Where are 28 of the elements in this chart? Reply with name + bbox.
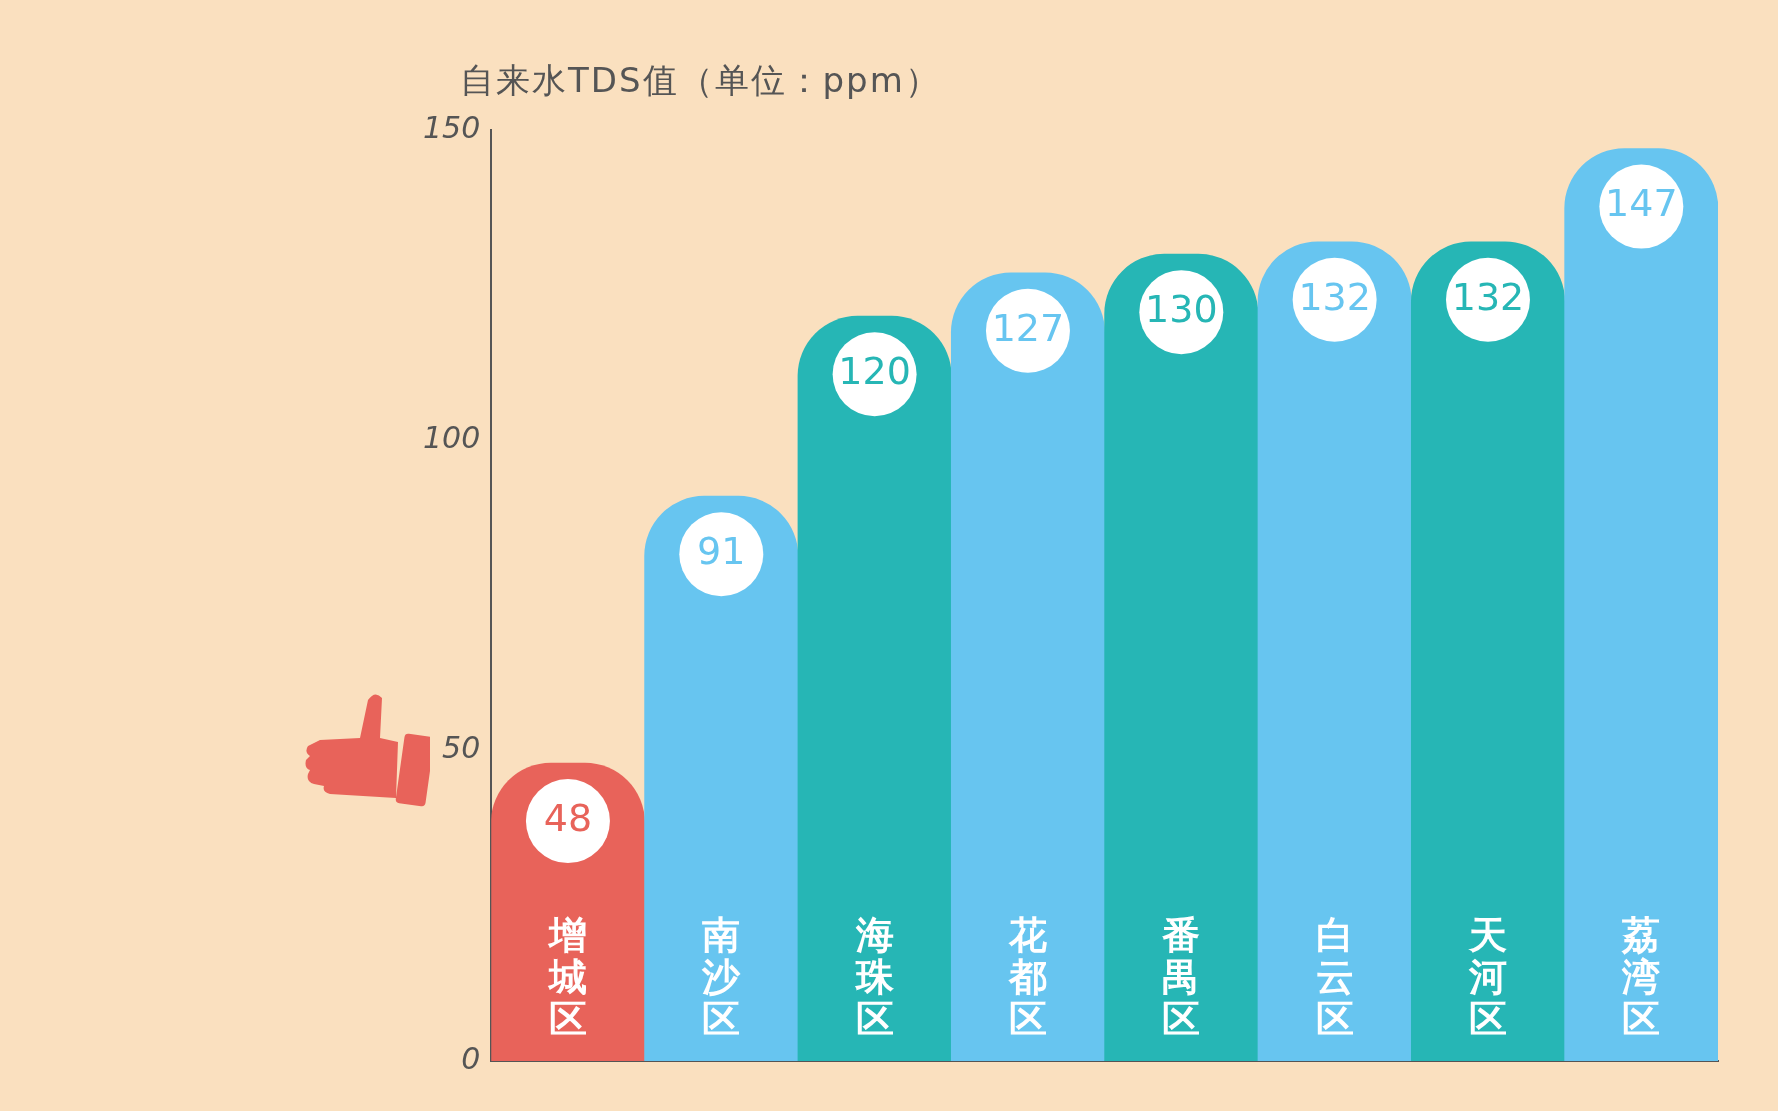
x-tick-label: 白云区: [1315, 912, 1354, 1041]
y-tick-label: 50: [442, 730, 481, 766]
y-tick-label: 100: [423, 420, 481, 456]
data-label: 91: [697, 529, 746, 574]
bar: [644, 495, 799, 1061]
data-label: 48: [543, 795, 593, 840]
bar: [1410, 241, 1565, 1061]
bar: [1257, 241, 1412, 1061]
bar: [950, 272, 1105, 1061]
x-tick-label: 海珠区: [853, 912, 895, 1041]
x-tick-label: 荔湾区: [1621, 912, 1661, 1041]
x-tick-label: 花都区: [1007, 912, 1047, 1041]
chart-title: 自来水TDS值（单位：ppm）: [460, 59, 941, 102]
y-tick-label: 150: [423, 109, 481, 145]
y-tick-label: 0: [461, 1040, 481, 1076]
bar: [1104, 253, 1259, 1061]
x-tick-label: 番禺区: [1162, 912, 1201, 1041]
data-label: 130: [1145, 287, 1218, 332]
x-tick-label: 天河区: [1467, 912, 1507, 1041]
data-label: 147: [1605, 181, 1678, 226]
data-label: 132: [1298, 274, 1371, 319]
x-tick-label: 南沙区: [701, 912, 742, 1041]
x-tick-label: 增城区: [546, 912, 587, 1041]
bar: [797, 315, 952, 1061]
bar: [1564, 148, 1718, 1061]
data-label: 120: [838, 349, 911, 394]
data-label: 132: [1451, 274, 1525, 319]
data-label: 127: [991, 305, 1065, 350]
